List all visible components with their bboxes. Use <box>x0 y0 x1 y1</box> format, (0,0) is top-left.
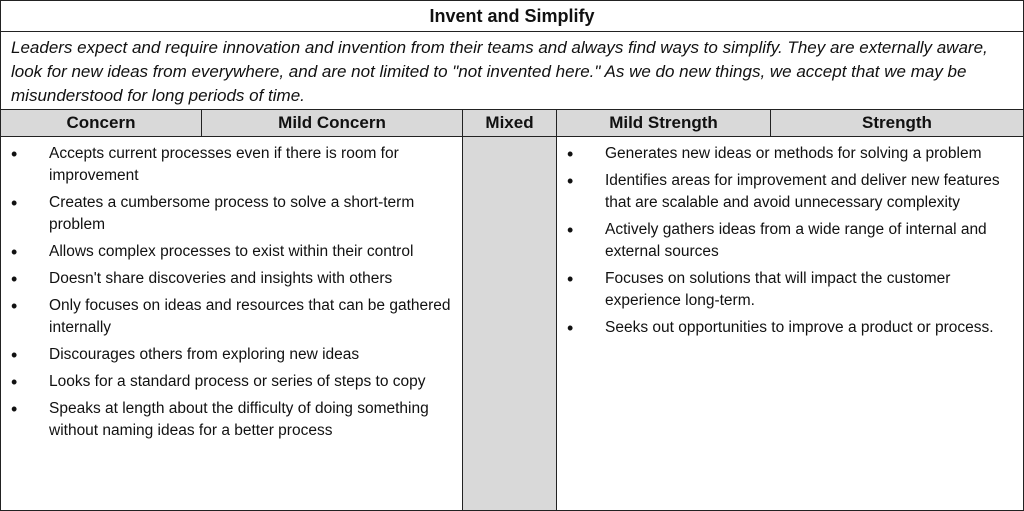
list-item: Actively gathers ideas from a wide range… <box>557 219 1015 263</box>
strength-list: Generates new ideas or methods for solvi… <box>557 143 1015 339</box>
list-item: Accepts current processes even if there … <box>1 143 454 187</box>
list-item: Only focuses on ideas and resources that… <box>1 295 454 339</box>
header-strength: Strength <box>862 113 932 132</box>
mixed-column <box>463 137 557 510</box>
principle-description: Leaders expect and require innovation an… <box>1 32 1023 110</box>
strength-column: Generates new ideas or methods for solvi… <box>557 137 1023 510</box>
concern-list: Accepts current processes even if there … <box>1 143 454 442</box>
table-title: Invent and Simplify <box>1 1 1023 32</box>
list-item: Seeks out opportunities to improve a pro… <box>557 317 1015 339</box>
header-mixed: Mixed <box>463 110 557 136</box>
list-item: Discourages others from exploring new id… <box>1 344 454 366</box>
concern-column: Accepts current processes even if there … <box>1 137 463 510</box>
list-item: Generates new ideas or methods for solvi… <box>557 143 1015 165</box>
list-item: Looks for a standard process or series o… <box>1 371 454 393</box>
table-body: Accepts current processes even if there … <box>1 137 1023 510</box>
header-mild-concern: Mild Concern <box>202 110 463 136</box>
header-concern: Concern <box>1 110 202 136</box>
list-item: Focuses on solutions that will impact th… <box>557 268 1015 312</box>
list-item: Speaks at length about the difficulty of… <box>1 398 454 442</box>
header-mild-strength: Mild Strength <box>557 110 771 136</box>
column-header-row: Concern Mild Concern Mixed Mild Strength… <box>1 110 1023 137</box>
list-item: Identifies areas for improvement and del… <box>557 170 1015 214</box>
list-item: Creates a cumbersome process to solve a … <box>1 192 454 236</box>
list-item: Allows complex processes to exist within… <box>1 241 454 263</box>
list-item: Doesn't share discoveries and insights w… <box>1 268 454 290</box>
